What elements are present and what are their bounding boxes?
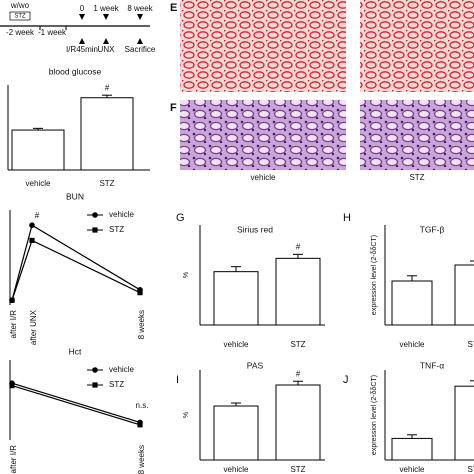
micrograph	[180, 100, 346, 170]
x-tick-label: STZ	[467, 340, 474, 349]
x-tick-label: STZ	[290, 465, 305, 474]
point	[9, 297, 15, 303]
line	[11, 382, 141, 423]
x-tick-label: 8 weeks	[137, 310, 146, 339]
bar	[213, 271, 259, 326]
chart-title: TGF-β	[420, 224, 445, 234]
micrographs: E F vehicle STZ	[170, 0, 474, 182]
chart-title: BUN	[66, 191, 84, 201]
chart-title: PAS	[247, 360, 264, 370]
bar	[11, 129, 65, 171]
bar	[391, 437, 433, 461]
legend-label: STZ	[109, 225, 124, 234]
point	[29, 237, 35, 243]
bar	[454, 264, 474, 326]
legend-marker	[92, 212, 98, 218]
timeline-label: 1 week	[93, 4, 119, 13]
line	[11, 224, 141, 301]
bar	[275, 257, 321, 326]
chart-title: Sirius red	[237, 224, 273, 234]
point	[9, 383, 15, 389]
x-tick-label: 8 weeks	[137, 445, 146, 474]
micrograph	[360, 100, 474, 170]
timeline-label: 8 week	[127, 4, 153, 13]
x-tick-label: STZ	[99, 179, 114, 188]
timeline-label: UNX	[98, 45, 116, 54]
y-axis-label: %	[183, 412, 190, 418]
annotation: n.s.	[136, 401, 149, 410]
panel-letter: F	[170, 102, 177, 114]
x-tick-label: after UNX	[29, 309, 38, 345]
column-label: vehicle	[251, 173, 276, 182]
legend-marker	[92, 382, 98, 388]
legend-marker	[92, 227, 98, 233]
point	[29, 222, 35, 228]
x-tick-label: STZ	[467, 465, 474, 474]
timeline-label: 0	[80, 4, 85, 13]
chart-title: Hct	[69, 346, 82, 356]
x-tick-label: vehicle	[400, 465, 425, 474]
timeline-label: -1 week	[38, 28, 67, 37]
y-axis-label: %	[183, 272, 190, 278]
timeline-label: STZ	[14, 14, 26, 20]
panel-letter: G	[176, 212, 185, 224]
panel-letter: E	[170, 2, 177, 14]
bar	[391, 280, 433, 326]
annotation: #	[35, 211, 40, 220]
timeline-label: -2 week	[6, 28, 35, 37]
micrograph	[180, 0, 346, 92]
x-tick-label: after I/R	[9, 310, 18, 339]
x-tick-label: vehicle	[26, 179, 51, 188]
y-axis-label: expression level (2-δδCT)	[371, 235, 378, 315]
legend-marker	[92, 367, 98, 373]
point	[137, 290, 143, 296]
annotation: #	[296, 242, 301, 251]
chart-title: TNF-α	[420, 360, 444, 370]
micrograph	[360, 0, 474, 92]
bar	[454, 385, 474, 461]
bar	[80, 97, 134, 171]
x-tick-label: vehicle	[224, 465, 249, 474]
timeline: w/wo STZ -2 week -1 week 0 I/R45min 1 we…	[0, 1, 156, 54]
panel-letter: I	[176, 374, 179, 386]
line	[11, 385, 141, 426]
bar	[275, 384, 321, 461]
y-axis-label: expression level (2-δδCT)	[371, 375, 378, 455]
line	[11, 239, 141, 301]
x-tick-label: STZ	[290, 340, 305, 349]
legend-label: vehicle	[109, 210, 134, 219]
bar	[213, 405, 259, 461]
timeline-label: Sacrifice	[125, 45, 156, 54]
x-tick-label: vehicle	[224, 340, 249, 349]
timeline-label: w/wo	[10, 1, 30, 10]
timeline-label: I/R45min	[66, 45, 98, 54]
point	[137, 422, 143, 428]
panel-letter: J	[343, 374, 349, 386]
x-tick-label: vehicle	[400, 340, 425, 349]
panel-letter: H	[343, 212, 351, 224]
column-label: STZ	[409, 173, 424, 182]
legend-label: vehicle	[109, 365, 134, 374]
annotation: #	[105, 83, 110, 92]
legend-label: STZ	[109, 380, 124, 389]
chart-title: blood glucose	[49, 66, 102, 76]
x-tick-label: after I/R	[9, 445, 18, 474]
annotation: #	[296, 369, 301, 378]
